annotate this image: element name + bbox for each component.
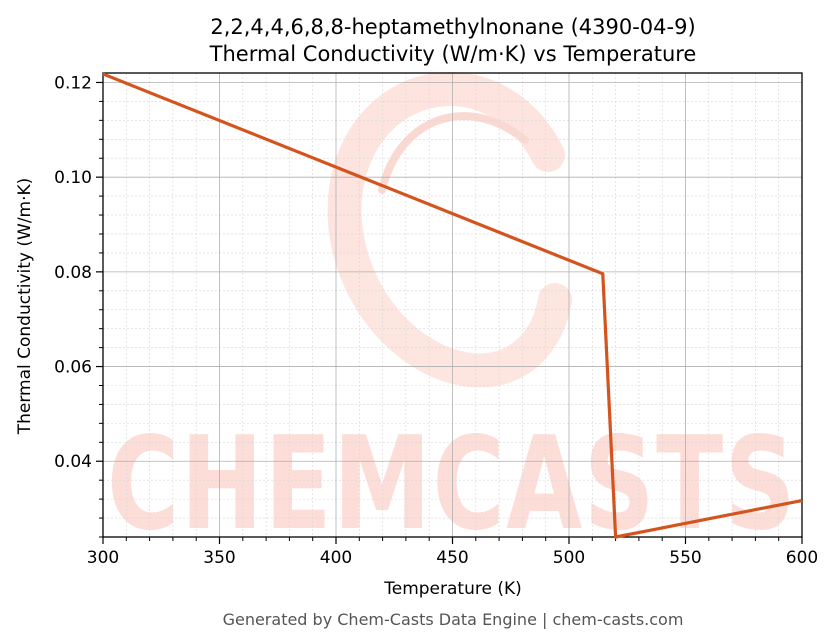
y-tick-label: 0.10 [54, 168, 92, 188]
chart-title-line1: 2,2,4,4,6,8,8-heptamethylnonane (4390-04… [210, 15, 695, 39]
y-tick-label: 0.08 [54, 263, 92, 283]
x-tick-label: 300 [87, 548, 119, 568]
x-tick-label: 350 [203, 548, 235, 568]
y-axis-ticks: 0.04 0.06 0.08 0.10 0.12 [54, 73, 103, 538]
x-tick-label: 500 [553, 548, 585, 568]
x-axis-ticks: 300 350 400 450 500 550 600 [87, 537, 818, 568]
watermark-text: CHEMCASTS [107, 410, 797, 559]
x-tick-label: 600 [786, 548, 818, 568]
y-tick-label: 0.12 [54, 73, 92, 93]
chemcasts-watermark: CHEMCASTS [107, 72, 797, 559]
y-axis-title: Thermal Conductivity (W/m·K) [15, 178, 35, 436]
x-axis-title: Temperature (K) [383, 579, 522, 599]
thermal-conductivity-line [102, 72, 803, 539]
footer-credit: Generated by Chem-Casts Data Engine | ch… [223, 610, 684, 629]
x-tick-label: 450 [436, 548, 468, 568]
x-tick-label: 400 [320, 548, 352, 568]
y-tick-label: 0.06 [54, 358, 92, 378]
chart-title-line2: Thermal Conductivity (W/m·K) vs Temperat… [209, 42, 697, 66]
series-layer [102, 72, 803, 539]
x-tick-label: 550 [669, 548, 701, 568]
y-tick-label: 0.04 [54, 452, 92, 472]
